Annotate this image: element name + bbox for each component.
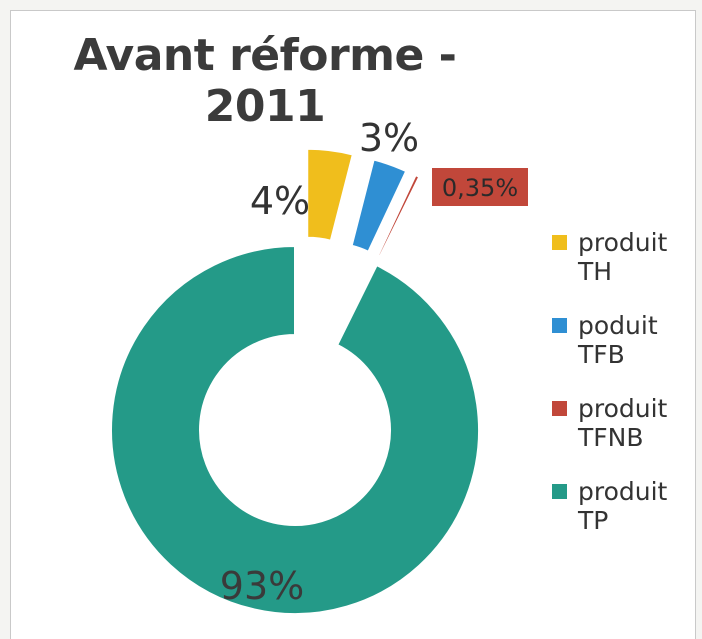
legend-label-th: produit TH xyxy=(578,228,668,286)
chart-title: Avant réforme - 2011 xyxy=(73,30,457,132)
slice-poduit-tfb xyxy=(350,158,408,253)
legend-label-tp: produit TP xyxy=(578,477,668,535)
legend-swatch-th xyxy=(552,235,567,250)
data-label-tp: 93% xyxy=(220,564,304,608)
legend-item-tfnb: produit TFNB xyxy=(552,394,692,452)
legend-label-tfnb: produit TFNB xyxy=(578,394,668,452)
legend-item-tfb: poduit TFB xyxy=(552,311,692,369)
legend-swatch-tfb xyxy=(552,318,567,333)
legend-label-tfb: poduit TFB xyxy=(578,311,658,369)
slice-produit-tfnb xyxy=(376,174,421,258)
data-label-box-tfnb xyxy=(432,168,528,206)
slice-produit-tp xyxy=(110,245,481,615)
data-label-tfb: 3% xyxy=(359,116,419,160)
data-label-th: 4% xyxy=(250,179,310,223)
legend-item-th: produit TH xyxy=(552,228,692,286)
legend-swatch-tfnb xyxy=(552,401,567,416)
legend-item-tp: produit TP xyxy=(552,477,692,535)
data-label-tfnb: 0,35% xyxy=(442,174,518,202)
legend-swatch-tp xyxy=(552,484,567,499)
slice-produit-th xyxy=(306,147,354,242)
legend: produit TH poduit TFB produit TFNB produ… xyxy=(552,228,692,560)
